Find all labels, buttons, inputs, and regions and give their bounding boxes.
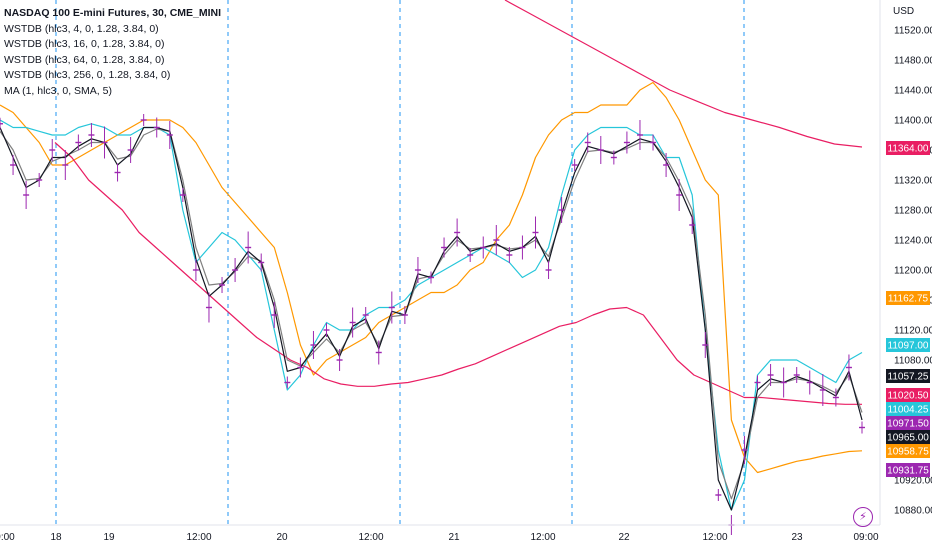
price-tick-label: 11480.00 xyxy=(894,56,932,67)
indicator-ma[interactable]: MA (1, hlc3, 0, SMA, 5) xyxy=(4,84,112,97)
price-badge xyxy=(886,141,930,155)
price-badge xyxy=(886,402,930,416)
time-tick-label: 22 xyxy=(618,532,630,543)
price-tick-label: 11120.00 xyxy=(894,326,932,337)
price-badge xyxy=(886,444,930,458)
time-tick-label: 12:00 xyxy=(702,532,727,543)
wstdb-64-line xyxy=(0,119,863,511)
price-tick-label: 11440.00 xyxy=(894,86,932,97)
time-tick-label: 19 xyxy=(103,532,115,543)
price-tick-label: 11320.00 xyxy=(894,176,932,187)
time-tick-label: 12:00 xyxy=(358,532,383,543)
currency-label: USD xyxy=(893,6,914,17)
price-badge-label: 11097.00 xyxy=(888,341,929,352)
indicator-wstdb-16[interactable]: WSTDB (hlc3, 16, 0, 1.28, 3.84, 0) xyxy=(4,38,165,50)
wstdb-4-line xyxy=(0,126,863,511)
indicator-wstdb-4[interactable]: WSTDB (hlc3, 4, 0, 1.28, 3.84, 0) xyxy=(4,22,159,35)
price-badge xyxy=(886,416,930,430)
price-badge xyxy=(886,430,930,444)
time-tick-label: 12:00 xyxy=(186,532,211,543)
price-axis[interactable]: USD10880.0010920.0011080.0011120.0011160… xyxy=(879,0,932,550)
price-badge xyxy=(886,463,930,477)
time-tick-label: 12:00 xyxy=(530,532,555,543)
price-badge xyxy=(886,388,930,402)
price-badge xyxy=(886,338,930,352)
price-badge-label: 11020.50 xyxy=(888,391,929,402)
price-tick-label: 11520.00 xyxy=(894,26,932,37)
price-badge-label: 11162.75 xyxy=(888,294,929,305)
lightning-icon[interactable]: ⚡ xyxy=(853,507,873,527)
price-badge xyxy=(886,369,930,383)
chart-legend: NASDAQ 100 E-mini Futures, 30, CME_MINI … xyxy=(4,6,221,99)
wstdb-16-line xyxy=(0,128,863,500)
price-badge-label: 11364.00 xyxy=(888,144,929,155)
price-axis-bg xyxy=(880,0,932,550)
price-badge-label: 11057.25 xyxy=(888,372,929,383)
price-tick-label: 11080.00 xyxy=(894,356,932,367)
price-badge-label: 10971.50 xyxy=(887,419,929,430)
indicator-wstdb-64[interactable]: WSTDB (hlc3, 64, 0, 1.28, 3.84, 0) xyxy=(4,53,165,66)
ma-line xyxy=(54,142,862,405)
price-tick-label: 11280.00 xyxy=(894,206,932,217)
ma-upper-line xyxy=(504,0,863,148)
time-tick-label: 09:00 xyxy=(853,532,878,543)
indicator-wstdb-256[interactable]: WSTDB (hlc3, 256, 0, 1.28, 3.84, 0) xyxy=(4,69,171,81)
price-badges: 11364.00 11162.75 11097.00 11057.25 11020.50… xyxy=(886,141,930,477)
time-tick-label: 18 xyxy=(50,532,62,543)
time-axis[interactable]: 9:00 18 19 12:00 20 12:00 21 12:00 22 12:00 23 09:0… xyxy=(0,524,880,543)
price-badge xyxy=(886,291,930,305)
time-tick-label: 23 xyxy=(791,532,803,543)
price-badge-label: 11004.25 xyxy=(888,405,929,416)
price-tick-label: 10920.00 xyxy=(894,476,932,487)
price-badge-label: 10965.00 xyxy=(887,433,929,444)
price-tick-label: 11200.00 xyxy=(894,266,932,277)
price-tick-label: 11240.00 xyxy=(894,236,932,247)
price-badge-label: 10958.75 xyxy=(887,447,929,458)
symbol-title[interactable]: NASDAQ 100 E-mini Futures, 30, CME_MINI xyxy=(4,7,222,19)
time-tick-label: 20 xyxy=(276,532,288,543)
price-tick-label: 11400.00 xyxy=(894,116,932,127)
price-badge-label: 10931.75 xyxy=(887,466,929,477)
price-candles xyxy=(0,114,865,535)
time-tick-label: 21 xyxy=(448,532,460,543)
price-tick-label: 10880.00 xyxy=(894,506,932,517)
time-tick-label: 9:00 xyxy=(0,532,15,543)
